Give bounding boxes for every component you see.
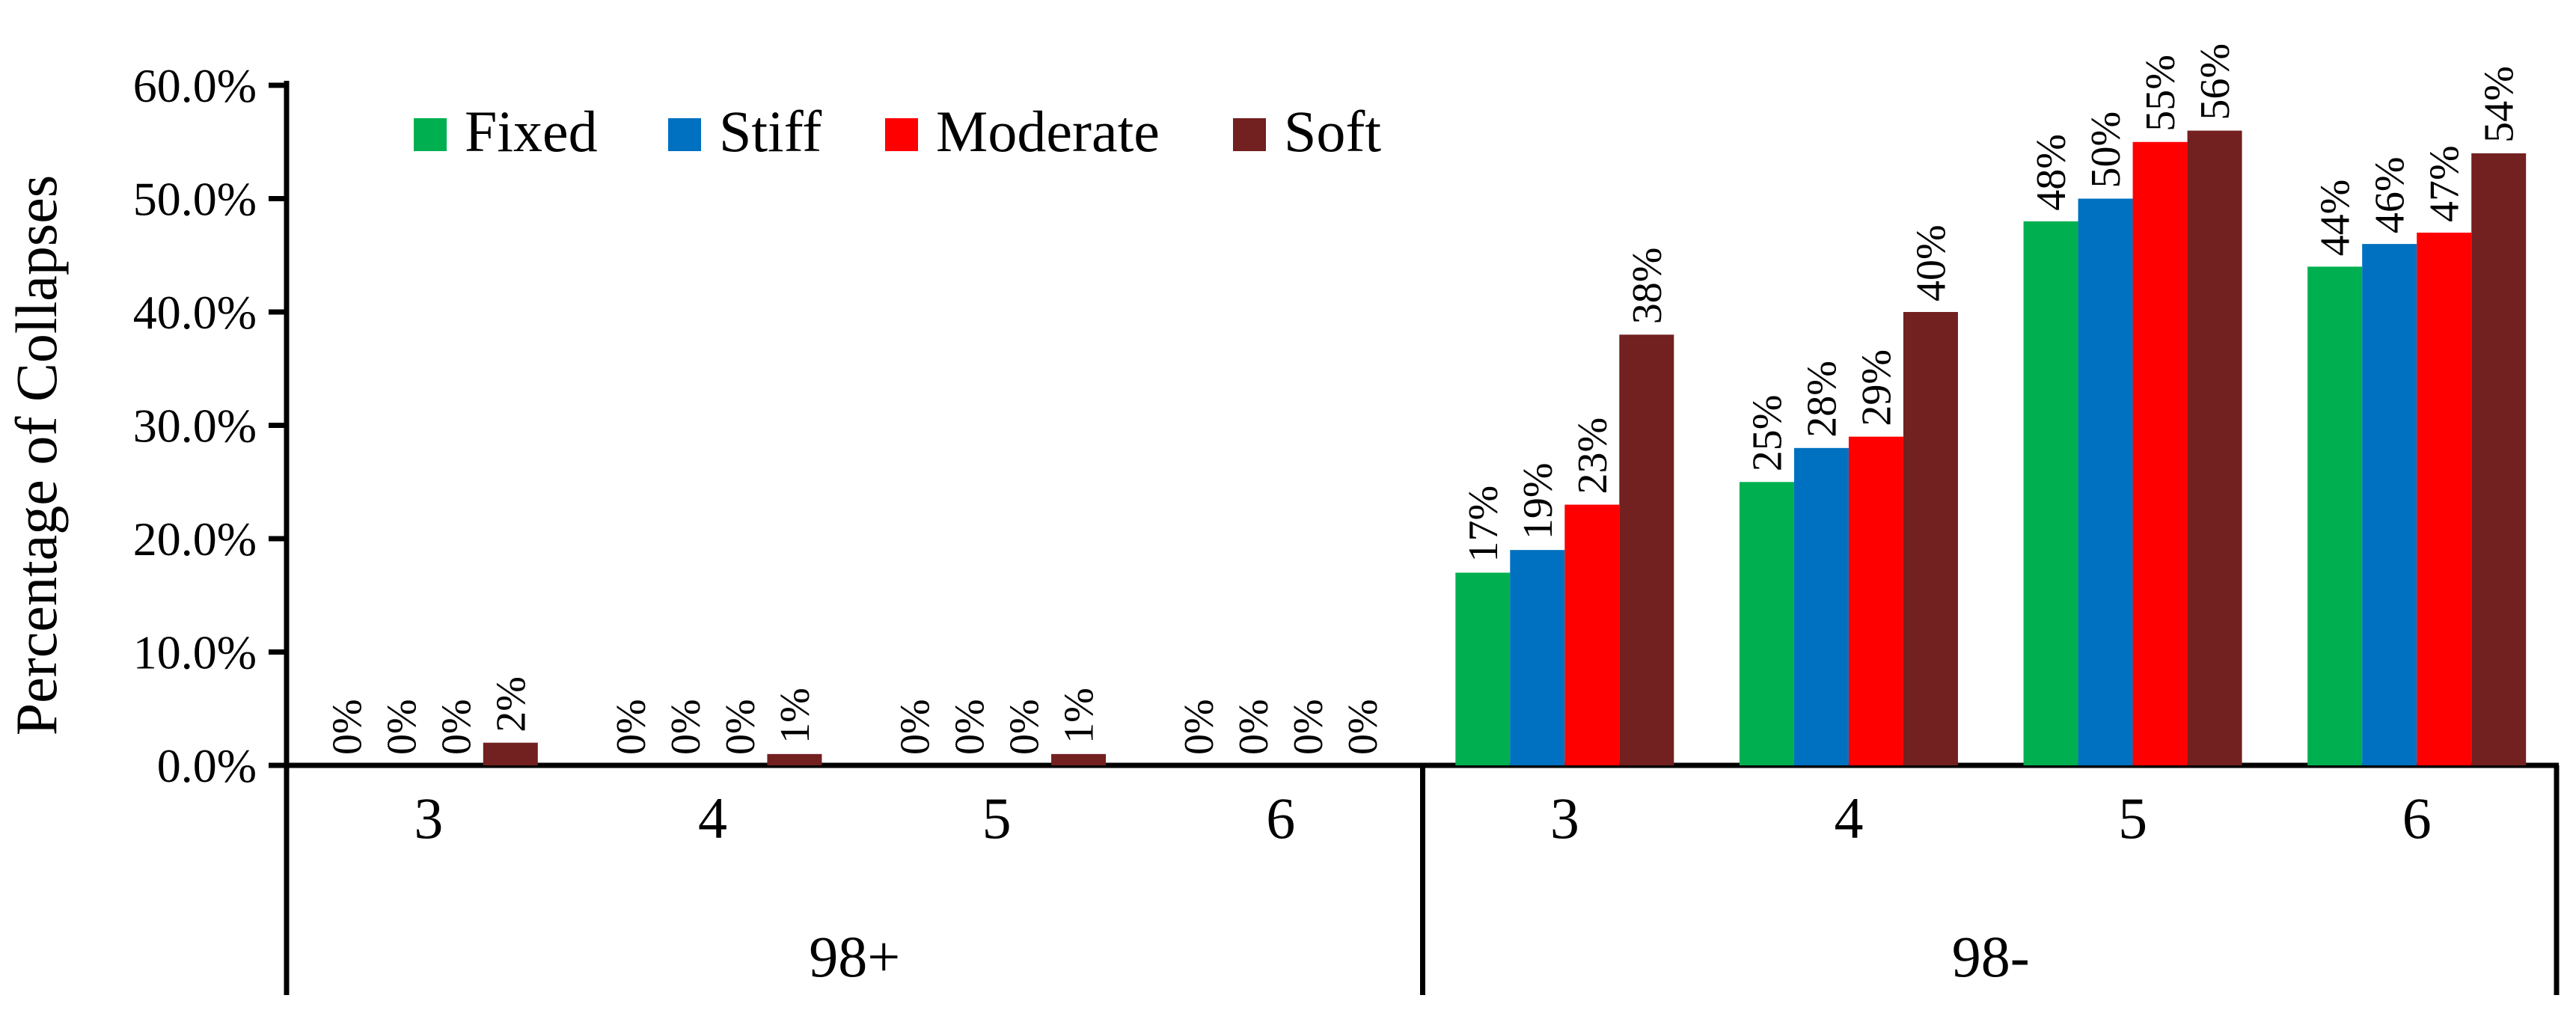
data-label: 1%	[772, 688, 819, 744]
legend-label-fixed: Fixed	[465, 99, 598, 164]
data-label: 25%	[1744, 395, 1790, 472]
data-label: 55%	[2138, 55, 2184, 132]
legend-label-soft: Soft	[1284, 99, 1381, 164]
legend-label-moderate: Moderate	[936, 99, 1160, 164]
category-label: 6	[2402, 786, 2432, 851]
data-label: 0%	[663, 699, 709, 755]
axes-layer: 0.0% 10.0% 20.0% 30.0% 40.0% 50.0% 60.0% Percen…	[4, 59, 2560, 995]
legend-swatch-stiff	[668, 118, 701, 151]
data-label: 0%	[947, 699, 994, 755]
data-label: 0%	[1176, 699, 1223, 755]
group-label: 98-	[1952, 924, 2030, 989]
category-label: 6	[1266, 786, 1295, 851]
data-label: 0%	[433, 699, 480, 755]
group-label: 98+	[809, 924, 900, 989]
category-label: 3	[414, 786, 443, 851]
data-label: 38%	[1624, 248, 1671, 325]
bar-fixed	[1455, 572, 1511, 765]
y-tick-label: 20.0%	[133, 512, 257, 566]
bar-soft	[483, 742, 538, 765]
y-tick-label: 60.0%	[133, 59, 257, 112]
bar-fixed	[1739, 482, 1794, 765]
data-label: 0%	[1340, 699, 1386, 755]
data-label: 17%	[1460, 486, 1507, 563]
y-tick-label: 30.0%	[133, 400, 257, 453]
y-tick-label: 10.0%	[133, 626, 257, 679]
bar-moderate	[2132, 141, 2188, 765]
bar-fixed	[2307, 266, 2363, 765]
data-label: 0%	[1002, 699, 1048, 755]
bar-soft	[2471, 153, 2527, 765]
category-label: 5	[2118, 786, 2147, 851]
bar-soft	[1903, 312, 1958, 765]
category-label: 4	[1834, 786, 1863, 851]
data-label: 54%	[2476, 66, 2523, 143]
legend-label-stiff: Stiff	[719, 99, 822, 164]
category-label: 5	[982, 786, 1012, 851]
bar-moderate	[1564, 504, 1620, 765]
data-label: 56%	[2192, 43, 2239, 120]
data-label: 47%	[2422, 145, 2468, 222]
data-label: 29%	[1853, 349, 1900, 426]
legend-swatch-soft	[1233, 118, 1266, 151]
legend: Fixed Stiff Moderate Soft	[414, 99, 1381, 164]
data-label: 28%	[1799, 361, 1845, 438]
y-tick-label: 40.0%	[133, 286, 257, 339]
bar-stiff	[2362, 244, 2417, 766]
legend-swatch-moderate	[885, 118, 918, 151]
category-label: 4	[698, 786, 727, 851]
bar-moderate	[1848, 436, 1903, 765]
bar-stiff	[1793, 447, 1849, 765]
data-label: 1%	[1056, 688, 1103, 744]
data-label: 46%	[2367, 156, 2414, 233]
y-tick-label: 50.0%	[133, 173, 257, 226]
data-label: 44%	[2313, 180, 2359, 257]
data-label: 2%	[488, 676, 534, 732]
bar-soft	[1619, 334, 1674, 765]
y-tick-label: 0.0%	[157, 739, 257, 792]
data-label: 0%	[893, 699, 939, 755]
data-label: 48%	[2028, 134, 2075, 211]
legend-swatch-fixed	[414, 118, 447, 151]
data-label: 40%	[1908, 224, 1954, 302]
data-label: 0%	[379, 699, 425, 755]
bar-stiff	[1510, 550, 1565, 765]
data-labels-layer: 0% 0% 0% 0%17%25%48%44%0% 0% 0% 0%19%28%50%46%…	[324, 43, 2522, 755]
bar-stiff	[2078, 198, 2133, 765]
y-axis-title: Percentage of Collapses	[4, 175, 69, 735]
bar-soft	[1051, 753, 1107, 765]
bar-moderate	[2417, 232, 2472, 765]
data-label: 0%	[1231, 699, 1277, 755]
data-label: 23%	[1570, 417, 1616, 495]
data-label: 0%	[718, 699, 764, 755]
category-label: 3	[1550, 786, 1579, 851]
data-label: 0%	[324, 699, 370, 755]
data-label: 50%	[2083, 111, 2129, 189]
data-label: 0%	[1285, 699, 1332, 755]
data-label: 0%	[608, 699, 655, 755]
data-label: 19%	[1515, 462, 1561, 539]
bar-soft	[767, 753, 822, 765]
bar-soft	[2187, 130, 2242, 766]
bars-layer	[483, 130, 2527, 766]
bar-fixed	[2023, 221, 2078, 765]
